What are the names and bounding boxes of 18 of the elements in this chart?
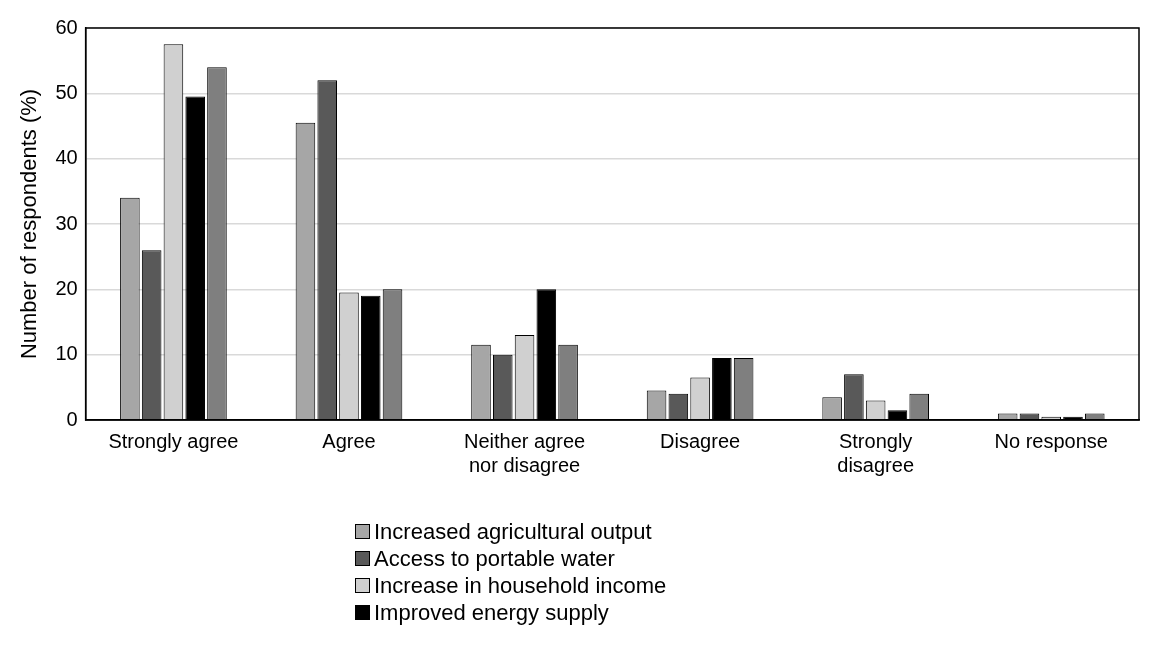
y-tick-label: 0 (66, 407, 78, 430)
y-tick-label: 40 (55, 146, 78, 169)
legend-label: Access to portable water (374, 545, 615, 572)
y-tick-label: 20 (55, 276, 78, 299)
y-tick-label: 50 (55, 80, 78, 103)
x-tick-label: No response (994, 429, 1108, 452)
y-tick-label: 30 (55, 211, 78, 234)
x-tick-label: Neither agree nor disagree (463, 429, 586, 476)
x-tick-label: Strongly disagree (837, 429, 915, 476)
y-axis-title: Number of respondents (%) (16, 88, 42, 360)
legend-label: Increased agricultural output (374, 518, 652, 545)
y-tick-label: 60 (55, 15, 78, 38)
x-tick-label: Strongly agree (108, 429, 239, 452)
legend-label: Improved energy supply (374, 599, 609, 626)
x-tick-label: Disagree (660, 429, 741, 452)
y-tick-label: 10 (55, 342, 78, 365)
legend-label: Increase in household income (374, 572, 667, 599)
x-tick-label: Agree (322, 429, 376, 452)
